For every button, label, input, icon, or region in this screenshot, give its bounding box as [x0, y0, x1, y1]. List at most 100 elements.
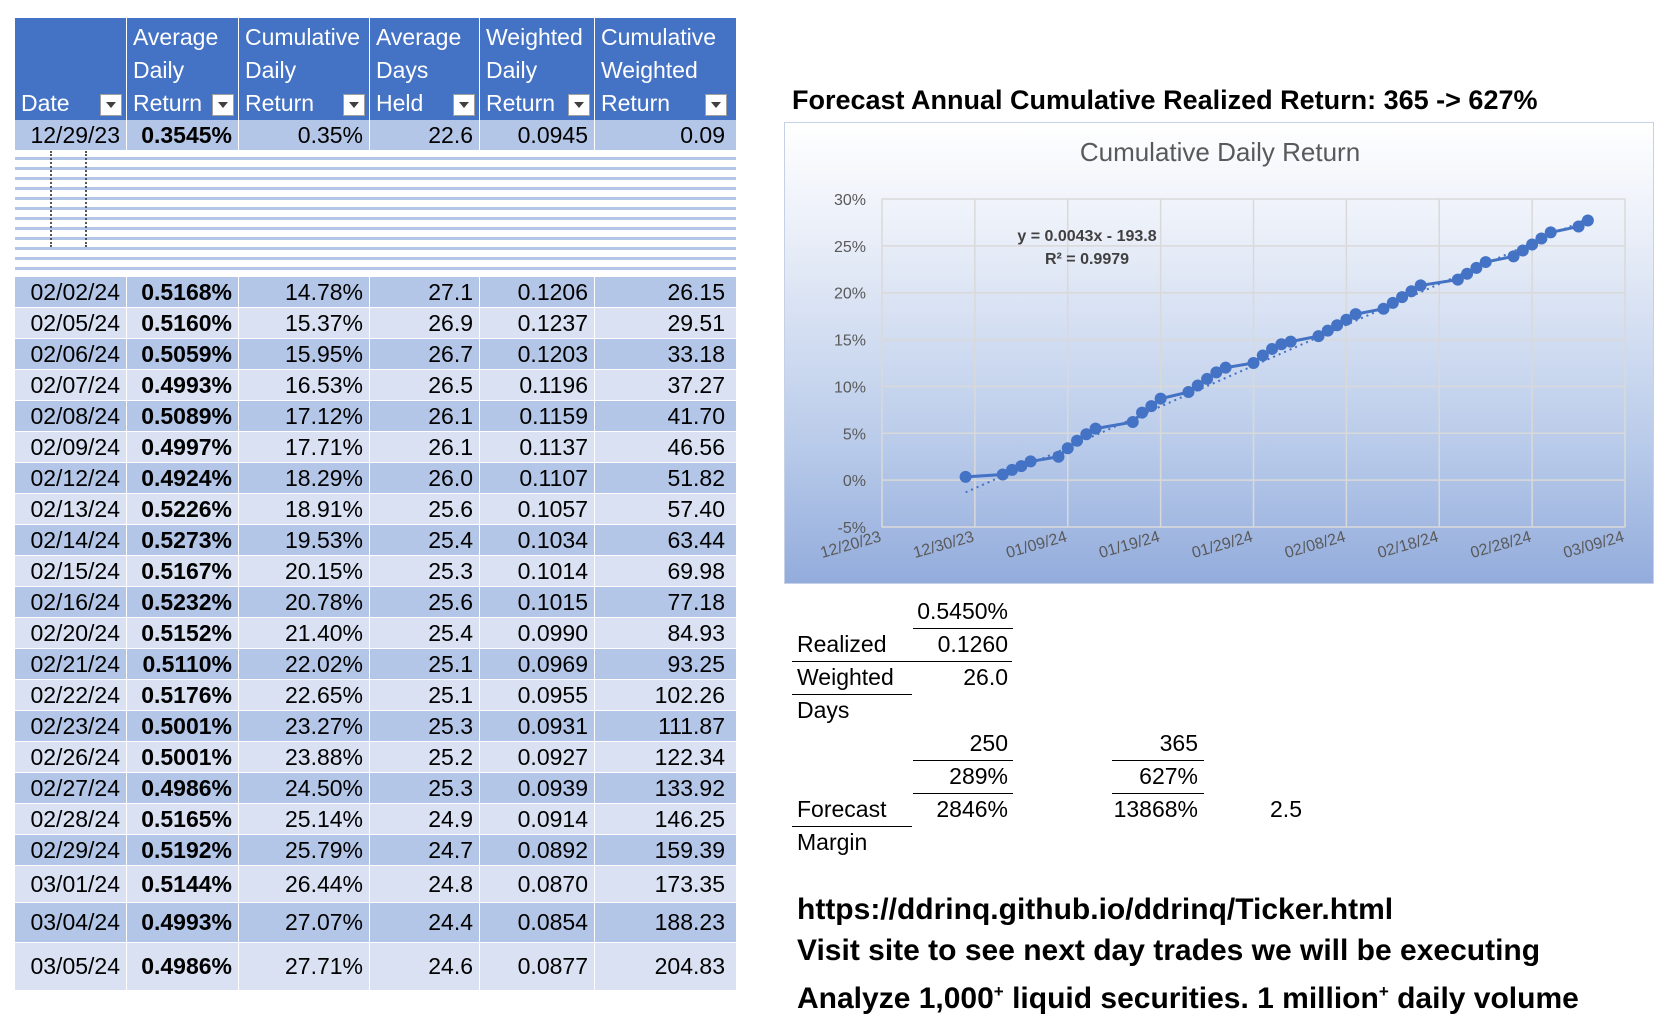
cell-cumulative-weighted-return: 188.23 [654, 909, 725, 935]
header-cumulative-weighted-return: Cumulative Weighted Return [595, 18, 731, 120]
cell-weighted-daily-return: 0.0969 [480, 649, 595, 679]
cell-average-daily-return: 0.5273% [127, 525, 239, 555]
data-point [1284, 335, 1297, 348]
table-row: 02/29/24 0.5192% 25.79% 24.7 0.0892 159.39 [15, 835, 736, 866]
cell-average-daily-return: 0.4997% [127, 432, 239, 462]
cell-date: 02/27/24 [15, 773, 127, 803]
filter-dropdown-icon[interactable] [453, 94, 475, 116]
col2-forecast: 13868% [1113, 796, 1198, 822]
data-point [1377, 302, 1390, 315]
data-point [1080, 428, 1093, 441]
cell-average-daily-return: 0.4924% [127, 463, 239, 493]
data-point [1516, 244, 1529, 257]
header-line: Daily [133, 57, 185, 83]
site-url[interactable]: https://ddrinq.github.io/ddrinq/Ticker.h… [797, 893, 1394, 926]
col1-forecast: 2846% [936, 796, 1008, 822]
cell-cumulative-daily-return: 17.71% [239, 432, 370, 462]
cell-average-daily-return: 0.4986% [127, 773, 239, 803]
cell-date: 02/07/24 [15, 370, 127, 400]
cell-weighted-daily-return: 0.0990 [480, 618, 595, 648]
cell-cumulative-daily-return: 20.78% [239, 587, 370, 617]
table-row: 02/27/24 0.4986% 24.50% 25.3 0.0939 133.92 [15, 773, 736, 804]
table-row: 02/05/24 0.5160% 15.37% 26.9 0.1237 29.51 [15, 308, 736, 339]
x-tick-label: 02/28/24 [1469, 528, 1534, 562]
cell-cumulative-daily-return: 26.44% [239, 866, 370, 902]
cell-weighted-daily-return: 0.1159 [480, 401, 595, 431]
cell-date: 02/15/24 [15, 556, 127, 586]
y-tick-label: -5% [838, 520, 866, 537]
cell-date: 02/06/24 [15, 339, 127, 369]
data-point [1507, 250, 1520, 263]
cell-cumulative-weighted-return: 133.92 [654, 774, 725, 801]
filter-dropdown-icon[interactable] [212, 94, 234, 116]
cell-average-daily-return: 0.5165% [127, 804, 239, 834]
cell-cumulative-weighted-return: 33.18 [667, 340, 725, 367]
cell-cumulative-daily-return: 20.15% [239, 556, 370, 586]
header-line: Average [133, 24, 219, 50]
cell-cumulative-daily-return: 23.88% [239, 742, 370, 772]
table-row: 02/07/24 0.4993% 16.53% 26.5 0.1196 37.27 [15, 370, 736, 401]
data-point [1396, 291, 1409, 304]
cell-cumulative-daily-return: 27.71% [239, 943, 370, 990]
cell-average-days-held: 24.8 [370, 866, 480, 902]
cell-date: 02/13/24 [15, 494, 127, 524]
data-point [1461, 267, 1474, 280]
cell-average-days-held: 25.3 [370, 556, 480, 586]
cell-cumulative-daily-return: 18.29% [239, 463, 370, 493]
cell-cumulative-weighted-return: 122.34 [654, 743, 725, 770]
weighted-value: 0.1260 [937, 631, 1008, 657]
cell-date: 02/05/24 [15, 308, 127, 338]
cell-date: 02/22/24 [15, 680, 127, 710]
cell-weighted-daily-return: 0.1057 [480, 494, 595, 524]
cell-average-daily-return: 0.4993% [127, 370, 239, 400]
data-point [1405, 285, 1418, 298]
data-point [1581, 214, 1594, 227]
cell-average-days-held: 22.6 [370, 120, 480, 150]
cell-average-daily-return: 0.3545% [127, 120, 239, 150]
cell-average-days-held: 24.9 [370, 804, 480, 834]
header-average-days-held: Average Days Held [370, 18, 480, 120]
cell-weighted-daily-return: 0.0939 [480, 773, 595, 803]
visit-site-text: Visit site to see next day trades we wil… [797, 934, 1541, 967]
plus-sup-2: + [1378, 982, 1389, 1001]
cell-cumulative-weighted-return: 29.51 [667, 309, 725, 336]
ratio-value: 2.5 [1270, 796, 1302, 822]
cell-average-days-held: 24.7 [370, 835, 480, 865]
filter-dropdown-icon[interactable] [343, 94, 365, 116]
data-point [1572, 220, 1585, 233]
cell-average-daily-return: 0.5001% [127, 711, 239, 741]
analyze-part-a: Analyze 1,000 [797, 982, 994, 1015]
col2-pct: 627% [1139, 763, 1198, 789]
table-row: 02/14/24 0.5273% 19.53% 25.4 0.1034 63.44 [15, 525, 736, 556]
cell-date: 02/12/24 [15, 463, 127, 493]
data-point [1386, 296, 1399, 309]
filter-dropdown-icon[interactable] [705, 94, 727, 116]
cell-date: 02/21/24 [15, 649, 127, 679]
cell-cumulative-weighted-return: 26.15 [667, 278, 725, 305]
header-weighted-daily-return: Weighted Daily Return [480, 18, 595, 120]
data-point [1535, 232, 1548, 245]
cell-average-daily-return: 0.5167% [127, 556, 239, 586]
cell-weighted-daily-return: 0.0914 [480, 804, 595, 834]
filter-dropdown-icon[interactable] [568, 94, 590, 116]
cumulative-return-chart: -5% 0% 5% 10% 15% 20% 25% 30% 12/20/23 12/30/23 01… [784, 122, 1654, 584]
data-point [1126, 416, 1139, 429]
y-tick-label: 15% [834, 333, 866, 350]
forecast-title: Forecast Annual Cumulative Realized Retu… [792, 85, 1538, 115]
cell-cumulative-daily-return: 0.35% [239, 120, 370, 150]
data-point [1479, 256, 1492, 269]
data-point [1219, 361, 1232, 374]
chart-svg: -5%0%5%10%15%20%25%30%12/20/23 12/30/23 01… [819, 137, 1627, 562]
cell-average-days-held: 24.4 [370, 903, 480, 942]
header-line: Held [376, 90, 424, 116]
cell-cumulative-daily-return: 17.12% [239, 401, 370, 431]
cell-average-days-held: 26.1 [370, 401, 480, 431]
data-point [1451, 273, 1464, 286]
filter-dropdown-icon[interactable] [100, 94, 122, 116]
cell-cumulative-daily-return: 21.40% [239, 618, 370, 648]
table-row: 02/12/24 0.4924% 18.29% 26.0 0.1107 51.82 [15, 463, 736, 494]
cell-cumulative-daily-return: 19.53% [239, 525, 370, 555]
cell-cumulative-weighted-return: 46.56 [667, 433, 725, 460]
data-point [1414, 279, 1427, 292]
cell-average-daily-return: 0.5226% [127, 494, 239, 524]
